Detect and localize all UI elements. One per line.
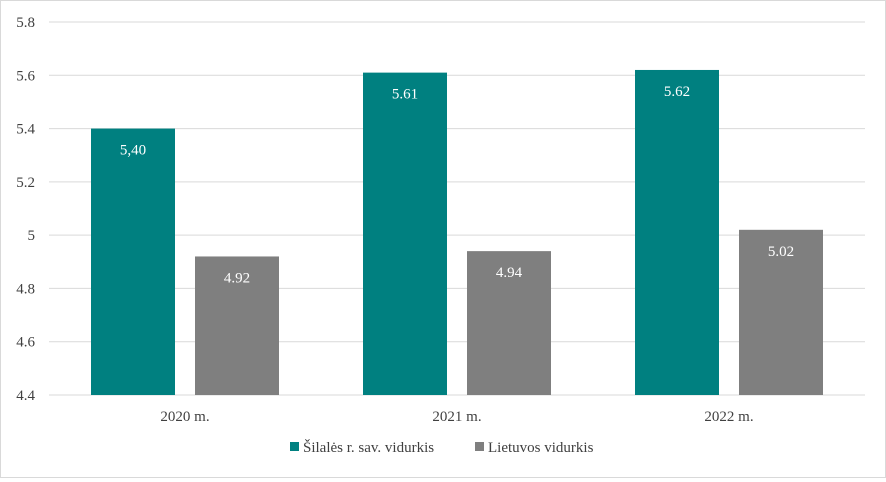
y-tick-label: 5 [28,228,36,244]
bar-silale-2 [635,69,719,395]
x-category-label: 2022 m. [704,409,753,425]
y-axis-tick-labels: 5.8 5.6 5.4 5.2 5 4.8 4.6 4.4 [16,15,35,404]
legend-label: Šilalės r. sav. vidurkis [303,439,434,456]
data-label: 5,40 [120,143,146,159]
x-category-label: 2020 m. [160,409,209,425]
y-tick-label: 4.8 [16,281,35,297]
bar-lietuva-0 [195,256,279,395]
data-label: 4.94 [496,265,523,281]
y-tick-label: 5.8 [16,15,35,31]
y-tick-label: 4.6 [16,335,35,351]
legend: Šilalės r. sav. vidurkis Lietuvos vidurki… [290,439,594,456]
bar-silale-1 [363,72,447,395]
legend-swatch [290,442,299,451]
gridlines [49,21,865,396]
bar-silale-0 [91,128,175,396]
y-tick-label: 4.4 [16,388,35,404]
data-label: 5.02 [768,244,794,260]
bar-lietuva-1 [467,251,551,395]
data-labels: 5,40 4.92 5.61 4.94 5.62 5.02 [120,84,794,287]
data-label: 4.92 [224,270,250,286]
bars [91,69,823,396]
y-tick-label: 5.4 [16,122,35,138]
bar-lietuva-2 [739,229,823,395]
data-label: 5.61 [392,87,418,103]
x-category-label: 2021 m. [432,409,481,425]
data-label: 5.62 [664,84,690,100]
y-tick-label: 5.2 [16,175,35,191]
legend-label: Lietuvos vidurkis [488,440,594,456]
x-axis-category-labels: 2020 m. 2021 m. 2022 m. [160,409,753,425]
legend-swatch [475,442,484,451]
y-tick-label: 5.6 [16,68,35,84]
